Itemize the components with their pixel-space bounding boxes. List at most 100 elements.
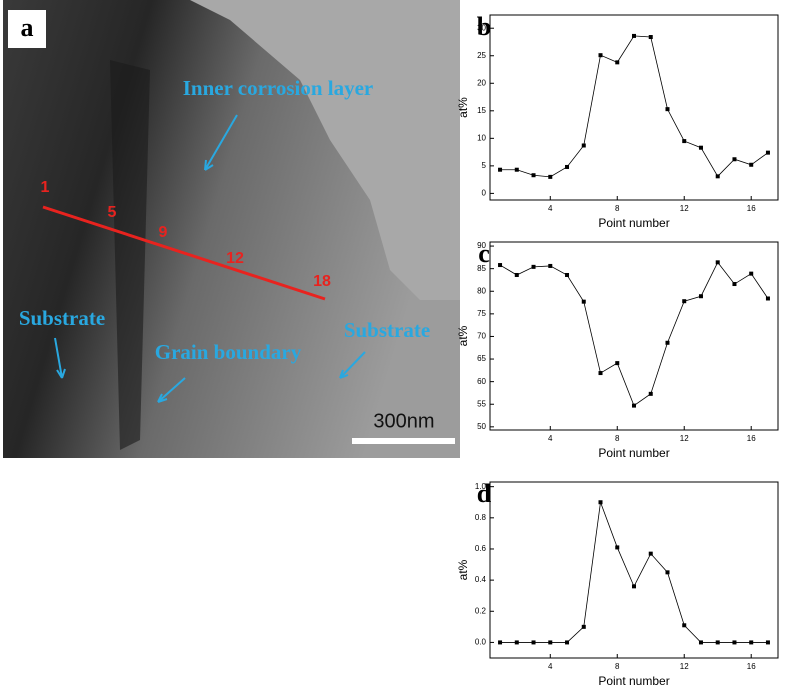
y-tick-label: 75	[477, 309, 486, 318]
grain-boundary-region	[110, 60, 150, 450]
y-tick-label: 70	[477, 332, 486, 341]
data-point	[698, 294, 703, 299]
y-tick-label: 60	[477, 377, 486, 386]
panel-label: c	[478, 239, 490, 268]
data-point	[632, 403, 636, 408]
y-axis-label: at%	[456, 325, 470, 346]
x-tick-label: 16	[747, 204, 756, 213]
data-point	[514, 167, 519, 172]
data-point	[581, 624, 586, 629]
data-point	[715, 260, 720, 265]
data-point	[632, 33, 636, 38]
annotation: Substrate	[344, 318, 430, 342]
data-point	[514, 640, 519, 645]
y-tick-label: 0.4	[475, 575, 487, 584]
y-tick-label: 50	[477, 422, 486, 431]
y-axis-label: at%	[456, 97, 470, 118]
data-point	[581, 143, 586, 148]
data-point	[581, 299, 586, 304]
data-line	[499, 261, 769, 407]
x-tick-label: 12	[680, 434, 689, 443]
annotation: Grain boundary	[155, 340, 302, 364]
data-point	[648, 35, 653, 40]
data-point	[715, 174, 720, 179]
x-axis-label: Point number	[598, 674, 669, 688]
y-tick-label: 85	[477, 264, 486, 273]
y-tick-label: 20	[477, 78, 486, 87]
annotation: Substrate	[19, 306, 105, 330]
scale-bar-label: 300nm	[373, 410, 434, 432]
y-tick-label: 0.0	[475, 638, 487, 647]
data-point	[682, 139, 687, 144]
data-point	[598, 53, 603, 58]
data-point	[531, 640, 536, 645]
y-tick-label: 0	[482, 189, 487, 198]
data-point	[615, 60, 620, 65]
data-point	[548, 640, 553, 645]
data-point	[665, 340, 670, 345]
data-point	[548, 263, 553, 268]
data-point	[698, 145, 703, 150]
data-point	[665, 570, 670, 575]
data-point	[765, 150, 770, 155]
x-tick-label: 4	[548, 662, 553, 671]
point-label: 18	[313, 273, 331, 290]
y-tick-label: 65	[477, 354, 486, 363]
data-point	[698, 640, 703, 645]
plot-frame	[489, 241, 779, 431]
x-tick-label: 8	[615, 434, 620, 443]
data-point	[531, 264, 536, 269]
y-tick-label: 0.6	[475, 544, 487, 553]
x-tick-label: 8	[615, 662, 620, 671]
data-point	[498, 263, 503, 268]
y-tick-label: 90	[477, 241, 486, 250]
panel-label: a	[21, 13, 34, 42]
y-tick-label: 5	[482, 161, 487, 170]
data-point	[498, 167, 503, 172]
x-tick-label: 4	[548, 204, 553, 213]
y-tick-label: 80	[477, 286, 486, 295]
data-point	[682, 623, 687, 628]
point-label: 9	[159, 224, 168, 241]
data-point	[765, 296, 770, 301]
data-point	[615, 545, 620, 550]
data-point	[715, 640, 720, 645]
data-point	[514, 272, 519, 277]
panel-a: a 1 5 9 12 18 Inner corrosion layer Subs…	[3, 0, 460, 458]
annotation: Inner corrosion layer	[183, 76, 374, 100]
point-label: 1	[41, 179, 50, 196]
data-line	[500, 502, 768, 643]
x-axis-label: Point number	[598, 216, 669, 230]
y-axis-label: at%	[456, 559, 470, 580]
x-tick-label: 12	[680, 204, 689, 213]
x-tick-label: 4	[548, 434, 553, 443]
y-tick-label: 1.0	[475, 482, 487, 491]
data-point	[531, 173, 536, 178]
panel-label: d	[477, 479, 492, 508]
x-tick-label: 16	[747, 662, 756, 671]
plot-frame	[489, 14, 779, 201]
y-tick-label: 15	[477, 106, 486, 115]
arrows	[54, 114, 366, 403]
scale-bar	[352, 438, 455, 444]
x-tick-label: 16	[747, 434, 756, 443]
y-tick-label: 0.8	[475, 513, 487, 522]
data-point	[648, 391, 653, 396]
data-point	[749, 271, 754, 276]
data-point	[749, 640, 754, 645]
panel-label: b	[477, 12, 491, 41]
data-point	[749, 162, 754, 167]
data-point	[732, 282, 737, 287]
data-point	[648, 551, 653, 556]
vacuum-region	[190, 0, 460, 300]
point-label: 12	[226, 250, 244, 267]
y-tick-label: 10	[477, 133, 486, 142]
y-tick-label: 25	[477, 51, 486, 60]
x-axis-label: Point number	[598, 446, 669, 460]
data-point	[632, 584, 636, 589]
data-point	[598, 371, 603, 376]
panel-label-box	[8, 10, 46, 48]
data-point	[665, 107, 670, 112]
point-label: 5	[108, 204, 117, 221]
